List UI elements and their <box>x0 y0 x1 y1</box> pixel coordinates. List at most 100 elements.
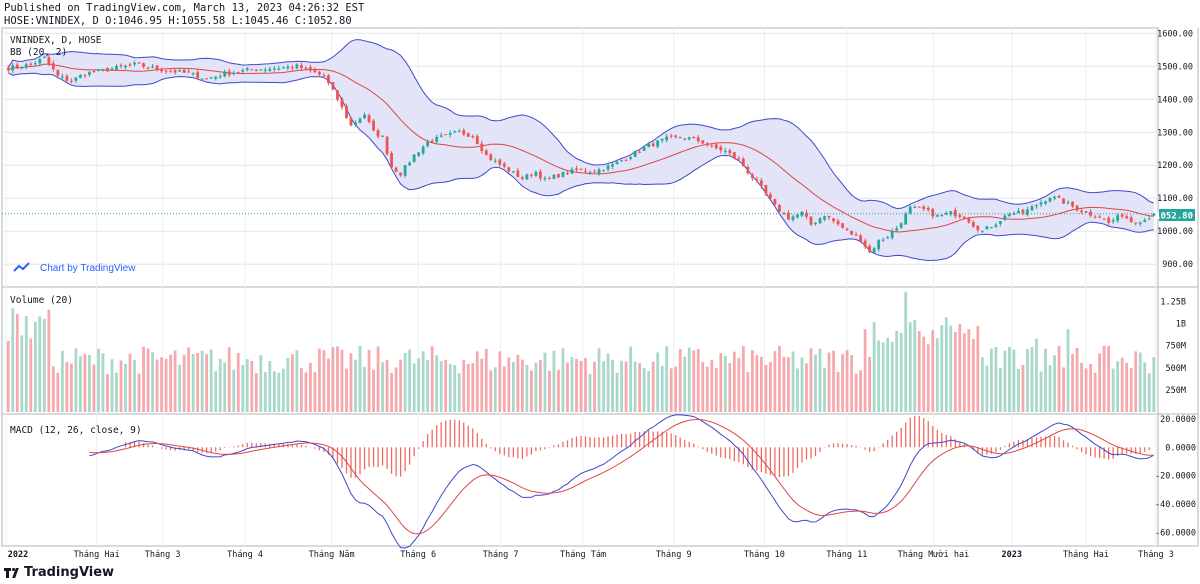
candle-body <box>245 68 249 71</box>
bb-indicator-label: BB (20, 2) <box>10 47 67 58</box>
candle-body <box>214 76 218 79</box>
candle-body <box>205 78 209 80</box>
tradingview-watermark[interactable]: Chart by TradingView <box>13 262 136 274</box>
time-tick-label: Tháng Tám <box>560 550 606 560</box>
volume-bar <box>543 352 547 412</box>
candle-body <box>814 222 817 225</box>
macd-line <box>89 414 1154 549</box>
candle-body <box>272 68 276 70</box>
volume-bar <box>863 329 867 412</box>
volume-bar <box>823 367 826 412</box>
volume-bar <box>529 370 533 412</box>
candle-body <box>868 245 872 253</box>
volume-bar <box>1152 357 1156 412</box>
volume-bar <box>750 350 754 412</box>
candle-body <box>886 237 890 239</box>
volume-bar <box>313 372 317 412</box>
candle-body <box>254 69 258 71</box>
candle-body <box>106 67 109 72</box>
volume-bar <box>421 351 425 412</box>
candle-body <box>1048 197 1052 202</box>
candle-body <box>746 166 750 174</box>
volume-bar <box>1039 371 1043 412</box>
candle-body <box>110 68 114 71</box>
volume-bar <box>259 355 263 412</box>
candle-body <box>913 206 917 208</box>
volume-bar <box>1057 345 1061 412</box>
candle-body <box>908 206 912 214</box>
volume-bar <box>119 360 123 412</box>
volume-bar <box>435 355 439 412</box>
candle-body <box>498 159 502 165</box>
volume-bar <box>949 325 953 412</box>
volume-bar <box>444 359 448 412</box>
candle-body <box>931 208 935 217</box>
volume-bar <box>678 349 682 412</box>
volume-bar <box>642 367 646 412</box>
candle-body <box>367 115 371 122</box>
volume-bar <box>426 359 430 412</box>
candle-body <box>737 158 741 160</box>
candle-body <box>597 169 601 174</box>
volume-bar <box>1066 329 1070 412</box>
candle-body <box>187 71 191 73</box>
volume-bar <box>484 348 488 412</box>
candle-body <box>796 214 799 218</box>
candle-body <box>218 76 222 78</box>
candle-body <box>971 222 975 227</box>
volume-bar <box>272 371 276 412</box>
volume-bar <box>336 346 339 412</box>
volume-bar <box>187 347 191 412</box>
candle-body <box>142 63 145 67</box>
candle-body <box>1116 215 1120 221</box>
candle-body <box>696 137 700 142</box>
candle-body <box>967 218 971 223</box>
candle-body <box>953 210 957 217</box>
volume-bar <box>1017 368 1020 412</box>
volume-bar <box>917 331 921 412</box>
last-price-tag <box>1159 209 1195 221</box>
candle-body <box>1107 217 1111 223</box>
candle-body <box>548 177 551 179</box>
volume-bar <box>570 357 574 412</box>
candle-body <box>331 82 335 90</box>
volume-bar <box>624 361 628 412</box>
candle-body <box>741 158 745 167</box>
volume-bar <box>845 350 849 412</box>
volume-bar <box>958 323 962 412</box>
published-line: Published on TradingView.com, March 13, … <box>4 2 365 14</box>
volume-bar <box>602 361 605 412</box>
candle-body <box>151 66 154 68</box>
volume-bar <box>299 368 303 412</box>
volume-bar <box>83 353 87 412</box>
volume-bar <box>363 366 366 412</box>
candle-body <box>593 171 596 173</box>
candle-body <box>313 69 317 73</box>
candle-body <box>1003 215 1007 221</box>
candle-body <box>863 240 867 247</box>
candle-body <box>51 63 55 70</box>
footer-brand[interactable]: TradingView <box>4 565 114 580</box>
volume-bar <box>24 316 28 412</box>
volume-bar <box>827 352 831 412</box>
volume-bar <box>787 357 790 412</box>
volume-bar <box>214 371 218 412</box>
candle-body <box>1008 214 1011 217</box>
candle-body <box>1075 205 1079 211</box>
volume-bar <box>1107 345 1111 412</box>
watermark-text: Chart by TradingView <box>40 263 136 274</box>
candle-body <box>823 216 826 220</box>
volume-bar <box>1075 347 1079 412</box>
time-tick-label: Tháng 6 <box>400 550 436 560</box>
time-tick-label: Tháng 7 <box>483 550 519 560</box>
volume-bar <box>687 347 691 412</box>
volume-bar <box>647 371 651 412</box>
candle-body <box>701 140 705 144</box>
last-price-value: 1052.80 <box>1155 212 1193 222</box>
volume-bar <box>169 354 173 412</box>
volume-bar <box>520 359 524 412</box>
candle-body <box>430 140 434 143</box>
volume-bar <box>254 373 258 412</box>
volume-bar <box>304 372 308 412</box>
